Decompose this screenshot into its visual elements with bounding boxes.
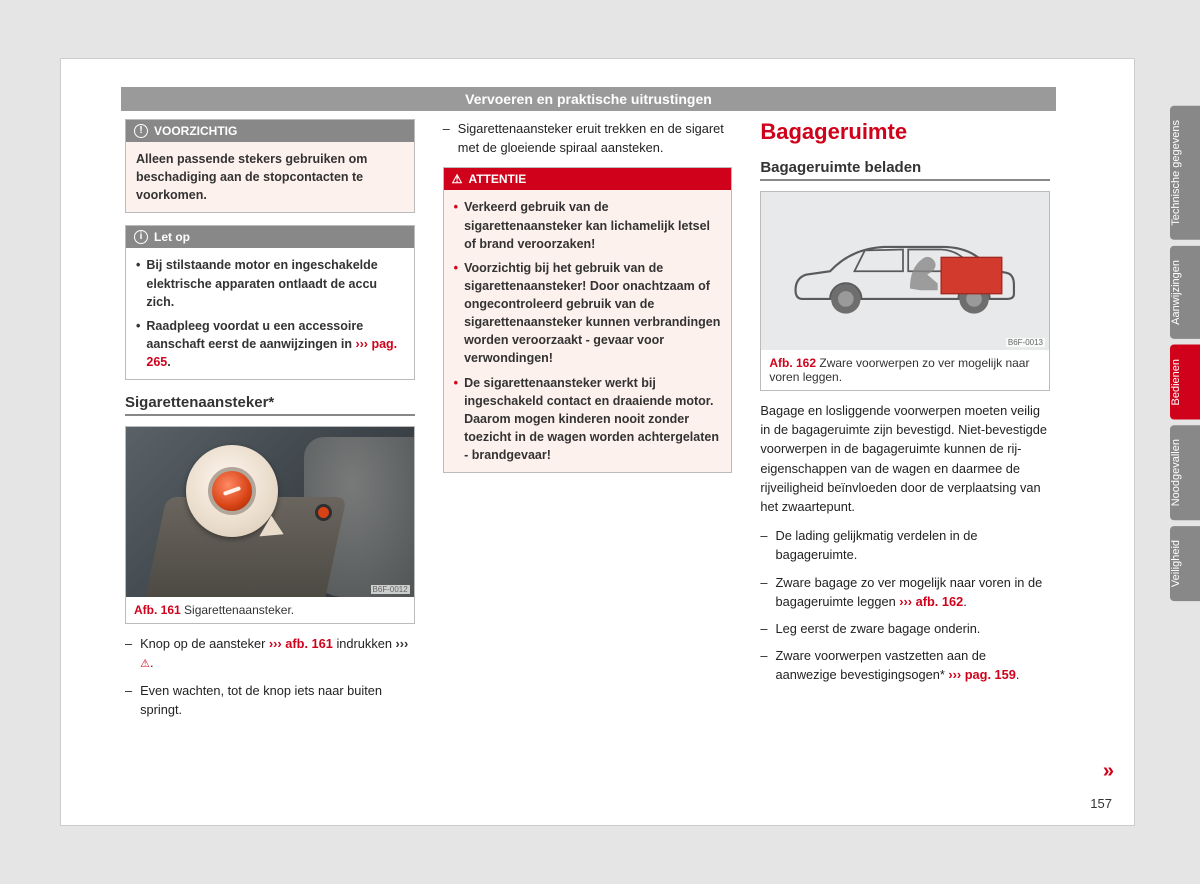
tab-technische-gegevens[interactable]: Technische gegevens [1170,106,1200,240]
bagageruimte-title: Bagageruimte [760,119,1050,145]
dash: – [443,119,450,157]
letop-header: i Let op [126,226,414,248]
figure-161: B6F-0012 Afb. 161 Sigarettenaansteker. [125,426,415,624]
figure-162-image: B6F-0013 [761,192,1049,350]
fig-ref-162[interactable]: ››› afb. 162 [899,594,963,609]
c3-instruction-1: De lading gelijkmatig verdelen in de bag… [775,526,1050,564]
page-header: Vervoeren en praktische uitrustingen [121,87,1056,111]
attentie-item-2: Voorzichtig bij het gebruik van de sigar… [464,259,721,368]
caution-icon: ! [134,124,148,138]
figure-162: B6F-0013 Afb. 162 Zware voorwerpen zo ve… [760,191,1050,391]
bullet-dot: • [136,317,140,371]
dash: – [760,573,767,611]
attentie-callout: ⚠ ATTENTIE •Verkeerd gebruik van de siga… [443,167,733,473]
sigarettenaansteker-title: Sigarettenaansteker* [125,394,415,416]
voorzichtig-header: ! VOORZICHTIG [126,120,414,142]
figure-162-code: B6F-0013 [1006,338,1045,347]
bullet-dot: • [136,256,140,310]
c3-instruction-3: Leg eerst de zware bagage onderin. [775,619,980,638]
figure-161-num: Afb. 161 [134,603,181,617]
info-icon: i [134,230,148,244]
figure-162-num: Afb. 162 [769,356,816,370]
attentie-item-3: De sigarettenaansteker werkt bij ingesch… [464,374,721,465]
content-columns: ! VOORZICHTIG Alleen passende stekers ge… [125,119,1050,727]
instruction-1: Knop op de aansteker ››› afb. 161 indruk… [140,634,415,673]
tab-noodgevallen[interactable]: Noodgevallen [1170,425,1200,520]
c3-instruction-4: Zware voorwerpen vastzetten aan de aanwe… [775,646,1050,684]
voorzichtig-label: VOORZICHTIG [154,124,237,138]
side-tabs: Technische gegevens Aanwijzingen Bediene… [1170,106,1200,608]
manual-page: Vervoeren en praktische uitrustingen ! V… [60,58,1135,826]
figure-161-caption: Afb. 161 Sigarettenaansteker. [126,597,414,623]
c3-instruction-2: Zware bagage zo ver mogelijk naar voren … [775,573,1050,611]
figure-162-caption: Afb. 162 Zware voorwerpen zo ver mogelij… [761,350,1049,390]
chevron: ››› [396,636,409,651]
figure-161-code: B6F-0012 [371,585,410,594]
col1-instructions: –Knop op de aansteker ››› afb. 161 indru… [125,634,415,719]
red-bullet: • [454,259,458,368]
car-svg [771,240,1035,318]
column-2: –Sigarettenaansteker eruit trekken en de… [443,119,733,727]
tab-bedienen[interactable]: Bedienen [1170,345,1200,420]
letop-body: •Bij stilstaande motor en ingeschakelde … [126,248,414,379]
dash: – [760,646,767,684]
column-1: ! VOORZICHTIG Alleen passende stekers ge… [125,119,415,727]
bagageruimte-beladen-title: Bagageruimte beladen [760,159,1050,181]
dash: – [760,526,767,564]
warning-triangle-icon: ⚠ [452,172,463,186]
bagageruimte-paragraph: Bagage en losliggende voorwerpen moeten … [760,401,1050,516]
red-bullet: • [454,198,458,252]
warning-icon: ⚠ [140,656,150,673]
voorzichtig-callout: ! VOORZICHTIG Alleen passende stekers ge… [125,119,415,213]
col3-instructions: –De lading gelijkmatig verdelen in de ba… [760,526,1050,684]
column-3: Bagageruimte Bagageruimte beladen [760,119,1050,727]
attentie-body: •Verkeerd gebruik van de sigarettenaanst… [444,190,732,472]
dash: – [125,681,132,719]
figure-161-image: B6F-0012 [126,427,414,597]
red-bullet: • [454,374,458,465]
letop-label: Let op [154,230,190,244]
attentie-label: ATTENTIE [468,172,526,186]
fig-ref-161[interactable]: ››› afb. 161 [269,636,333,651]
tab-veiligheid[interactable]: Veiligheid [1170,526,1200,601]
attentie-item-1: Verkeerd gebruik van de sigarettenaanste… [464,198,721,252]
col2-instruction: Sigarettenaansteker eruit trekken en de … [458,119,733,157]
letop-callout: i Let op •Bij stilstaande motor en inges… [125,225,415,380]
page-number: 157 [1090,796,1112,811]
letop-item-2: Raadpleeg voordat u een accessoire aansc… [146,317,403,371]
dash: – [125,634,132,673]
letop-item-1: Bij stilstaande motor en ingeschakelde e… [146,256,403,310]
tab-aanwijzingen[interactable]: Aanwijzingen [1170,246,1200,339]
continue-icon: » [1103,760,1114,783]
voorzichtig-body: Alleen passende stekers gebruiken om bes… [126,142,414,212]
instruction-2: Even wachten, tot de knop iets naar buit… [140,681,415,719]
page-ref-159[interactable]: ››› pag. 159 [948,667,1016,682]
col2-top-list: –Sigarettenaansteker eruit trekken en de… [443,119,733,157]
attentie-header: ⚠ ATTENTIE [444,168,732,190]
dash: – [760,619,767,638]
